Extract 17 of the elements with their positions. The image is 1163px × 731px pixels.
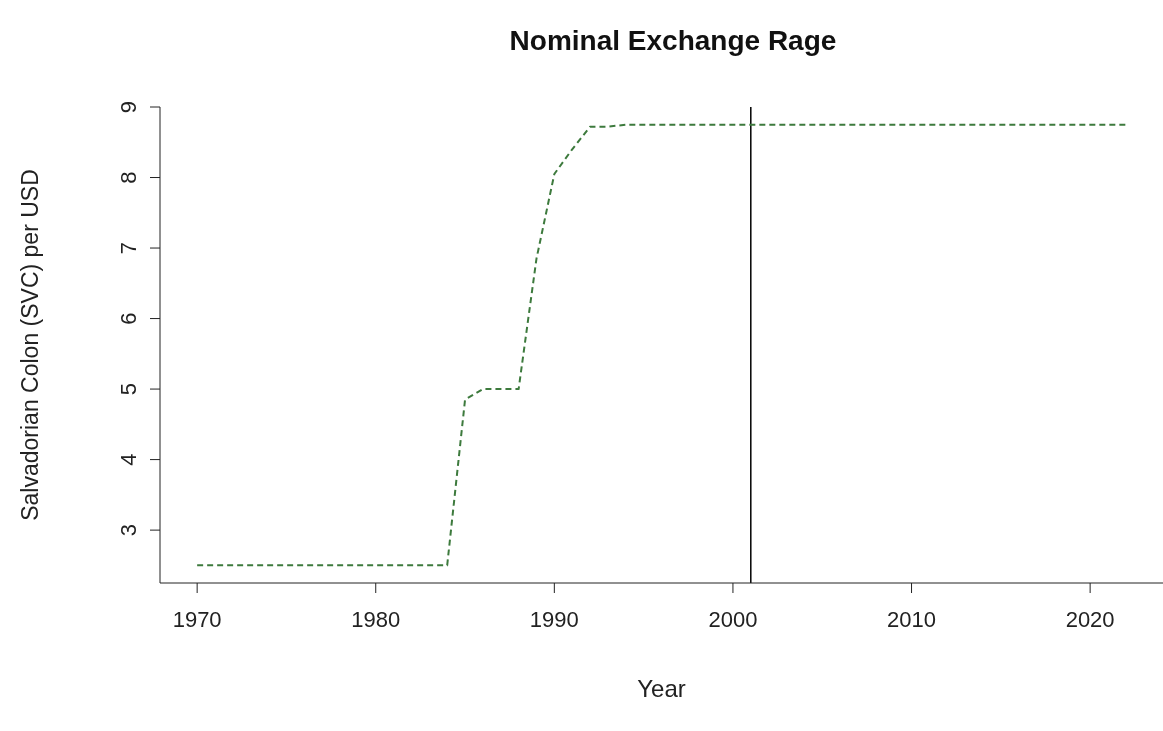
y-tick-label: 9: [116, 100, 141, 114]
chart-title: Nominal Exchange Rage: [509, 25, 837, 56]
y-tick-label: 7: [116, 241, 141, 255]
x-tick-label: 2020: [1065, 606, 1115, 632]
y-tick-label: 6: [116, 312, 141, 325]
x-axis-title: Year: [637, 675, 686, 702]
line-series: [196, 123, 1127, 567]
y-tick-label: 3: [116, 523, 141, 537]
x-tick-label: 2010: [887, 606, 937, 632]
x-tick-label: 2000: [708, 606, 758, 632]
y-tick-label: 4: [116, 453, 141, 466]
y-tick-label: 5: [116, 382, 141, 396]
x-tick-label: 1990: [529, 606, 579, 632]
y-axis-title: Salvadorian Colon (SVC) per USD: [17, 169, 44, 521]
x-tick-label: 1970: [172, 606, 222, 632]
y-tick-label: 8: [116, 171, 141, 184]
x-tick-label: 1980: [351, 606, 401, 632]
